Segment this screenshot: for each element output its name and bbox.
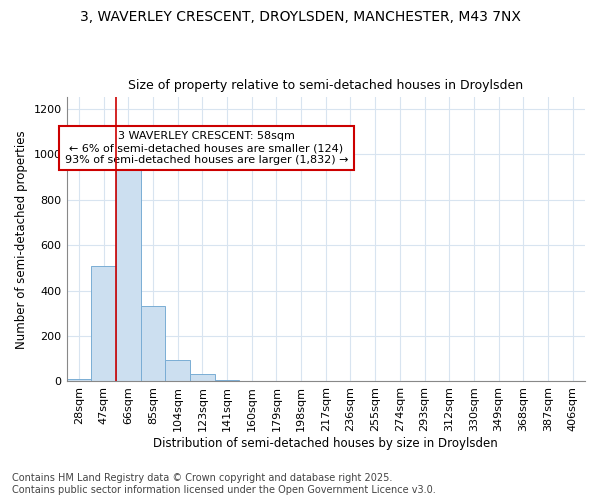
Text: 3, WAVERLEY CRESCENT, DROYLSDEN, MANCHESTER, M43 7NX: 3, WAVERLEY CRESCENT, DROYLSDEN, MANCHES…: [80, 10, 520, 24]
Title: Size of property relative to semi-detached houses in Droylsden: Size of property relative to semi-detach…: [128, 79, 523, 92]
Text: Contains HM Land Registry data © Crown copyright and database right 2025.
Contai: Contains HM Land Registry data © Crown c…: [12, 474, 436, 495]
Bar: [140, 306, 165, 382]
Bar: [215, 380, 239, 382]
Bar: [91, 266, 116, 382]
X-axis label: Distribution of semi-detached houses by size in Droylsden: Distribution of semi-detached houses by …: [154, 437, 498, 450]
Text: 3 WAVERLEY CRESCENT: 58sqm
← 6% of semi-detached houses are smaller (124)
93% of: 3 WAVERLEY CRESCENT: 58sqm ← 6% of semi-…: [65, 132, 348, 164]
Y-axis label: Number of semi-detached properties: Number of semi-detached properties: [15, 130, 28, 348]
Bar: [165, 360, 190, 382]
Bar: [190, 374, 215, 382]
Bar: [116, 154, 140, 382]
Bar: [67, 379, 91, 382]
